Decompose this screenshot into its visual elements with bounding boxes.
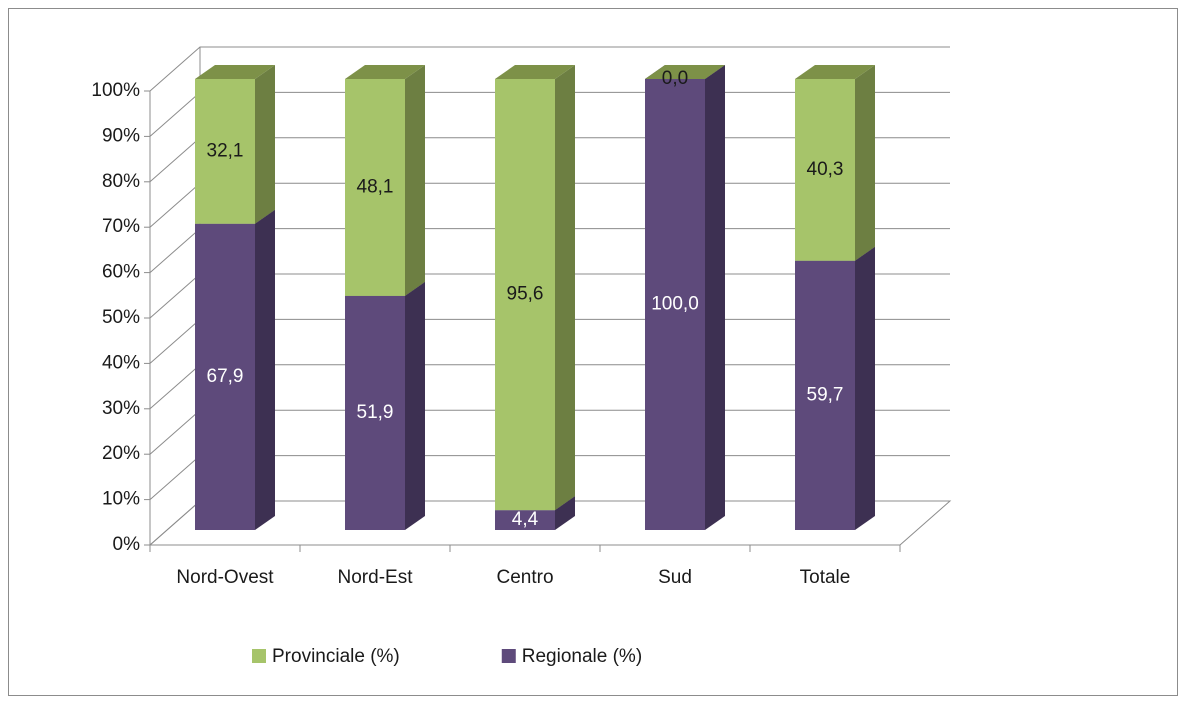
y-tick-label: 10% (102, 489, 140, 510)
bar-side (855, 246, 875, 531)
legend-label: Regionale (%) (522, 646, 642, 667)
bar (495, 510, 555, 530)
x-tick-label: Totale (800, 567, 851, 588)
bar-side (555, 496, 575, 530)
bar-side (705, 65, 725, 530)
y-tick-label: 80% (102, 171, 140, 192)
bar (345, 295, 405, 530)
legend-swatch (252, 649, 266, 663)
y-tick-label: 100% (91, 80, 140, 101)
bar (195, 79, 255, 224)
data-label: 0,0 (662, 68, 688, 89)
y-tick-label: 90% (102, 125, 140, 146)
data-label: 100,0 (651, 294, 699, 315)
bar-side (405, 65, 425, 296)
y-tick-label: 30% (102, 398, 140, 419)
bar (195, 223, 255, 530)
chart-frame (8, 8, 1178, 696)
bar (495, 79, 555, 511)
legend-swatch (501, 649, 516, 663)
x-tick-label: Centro (496, 567, 553, 588)
data-label: 40,3 (807, 159, 844, 180)
bar (795, 79, 855, 261)
data-label: 95,6 (507, 284, 544, 305)
data-label: 59,7 (807, 384, 844, 405)
grid-line (149, 46, 950, 92)
bar-top (495, 65, 575, 79)
bar-top (645, 65, 725, 79)
data-label: 48,1 (357, 176, 394, 197)
data-label: 51,9 (357, 402, 394, 423)
x-tick-label: Nord-Est (338, 567, 414, 588)
bar-side (555, 65, 575, 511)
data-label: 67,9 (207, 366, 244, 387)
x-tick-label: Nord-Ovest (176, 567, 274, 588)
bar (795, 260, 855, 530)
y-tick-label: 70% (102, 216, 140, 237)
y-tick-label: 60% (102, 262, 140, 283)
data-label: 32,1 (207, 140, 244, 161)
bar-side (405, 281, 425, 530)
x-tick-label: Sud (658, 567, 692, 588)
y-tick-label: 50% (102, 307, 140, 328)
bar-top (195, 65, 275, 79)
y-tick-label: 0% (113, 534, 141, 555)
bar-top (795, 65, 875, 79)
data-label: 4,4 (512, 509, 539, 530)
y-tick-label: 40% (102, 352, 140, 373)
bar-side (855, 65, 875, 261)
bar-top (345, 65, 425, 79)
bar-side (255, 209, 275, 530)
bar-side (255, 65, 275, 224)
bar (645, 79, 705, 530)
y-tick-label: 20% (102, 443, 140, 464)
legend-label: Provinciale (%) (272, 646, 400, 667)
bar (345, 79, 405, 296)
